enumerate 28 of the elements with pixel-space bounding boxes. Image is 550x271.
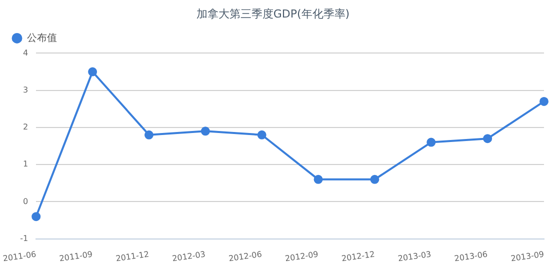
y-tick-label: 2: [23, 122, 28, 132]
y-tick-label: -1: [20, 234, 28, 243]
x-tick-label: 2012-06: [228, 250, 262, 264]
x-tick-label: 2011-09: [58, 250, 94, 264]
point: [370, 174, 380, 184]
point: [483, 134, 492, 144]
x-tick-label: 2011-06: [2, 250, 37, 264]
x-tick-label: 2013-03: [397, 250, 432, 264]
y-tick-label: 0: [23, 196, 28, 206]
chart-title: 加拿大第三季度GDP(年化季率): [196, 7, 350, 20]
y-tick-label: 4: [23, 48, 28, 58]
legend-label: 公布值: [27, 32, 57, 44]
y-tick-label: 3: [23, 85, 28, 94]
x-tick-label: 2013-06: [454, 250, 488, 264]
y-tick-label: 1: [23, 160, 28, 169]
point: [540, 96, 548, 106]
point: [257, 130, 266, 140]
x-tick-label: 2011-12: [115, 250, 150, 264]
point: [200, 126, 210, 136]
x-tick-label: 2012-03: [172, 250, 206, 264]
point: [32, 212, 41, 222]
x-tick-label: 2012-12: [340, 250, 376, 264]
point: [426, 138, 436, 147]
point: [314, 174, 323, 184]
x-tick-label: 2012-09: [284, 250, 319, 264]
x-tick-label: 2013-09: [510, 250, 545, 264]
point: [144, 130, 154, 140]
point: [88, 67, 98, 76]
